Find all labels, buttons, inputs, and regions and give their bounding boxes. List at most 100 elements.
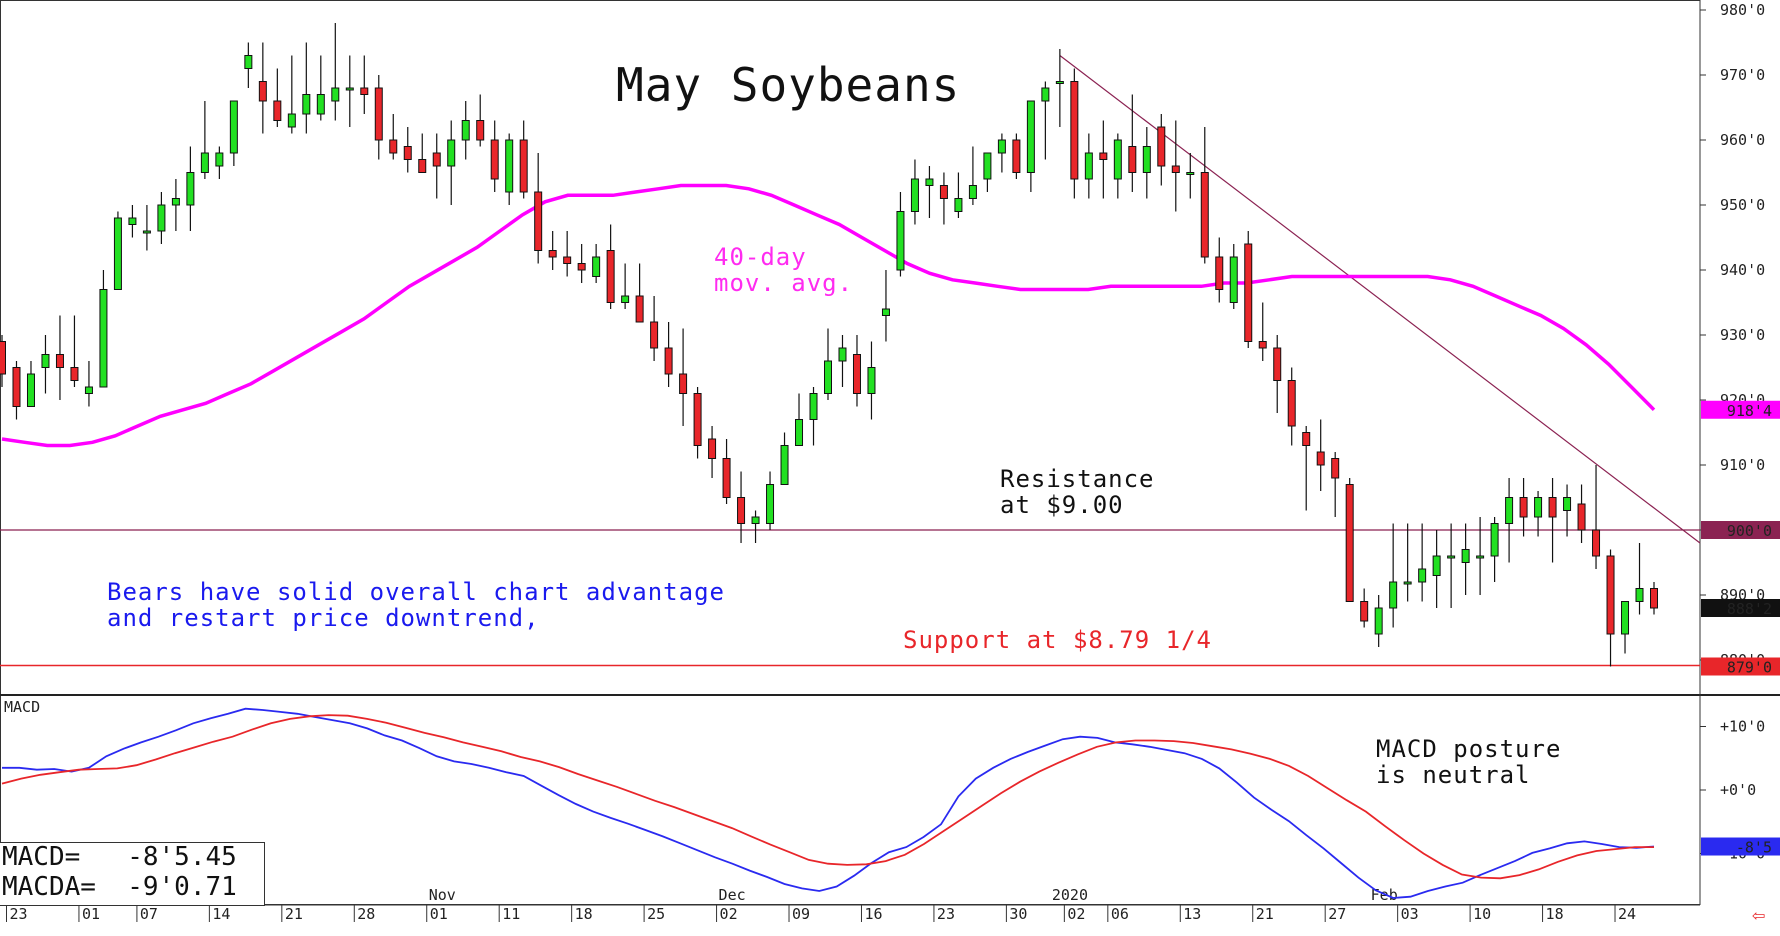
candle-body	[809, 393, 818, 420]
x-axis-label: 13	[1183, 905, 1201, 923]
candle-body	[1476, 555, 1485, 559]
support-marker: 879'0	[1727, 659, 1772, 677]
candle-body	[664, 347, 673, 375]
candle-body	[795, 419, 804, 446]
candle-body	[1128, 146, 1137, 173]
ma-marker: 918'4	[1727, 402, 1772, 420]
candle-body	[1403, 581, 1412, 585]
candle-body	[113, 217, 122, 290]
x-axis-label: 27	[1328, 905, 1346, 923]
candle-body	[1650, 588, 1658, 609]
candle-body	[1113, 139, 1122, 180]
ma-marker-bg	[1701, 400, 1780, 419]
candle-body	[200, 152, 209, 173]
candle-body	[534, 191, 543, 251]
bears-annotation: Bears have solid overall chart advantage…	[107, 578, 725, 632]
candle-body	[1084, 152, 1093, 180]
candle-body	[447, 139, 456, 167]
candle-body	[1258, 341, 1267, 349]
scroll-left-icon[interactable]: ⇦	[1752, 903, 1765, 928]
resistance-annotation: Resistance at $9.00	[1000, 465, 1155, 519]
candle-body	[229, 100, 238, 154]
candle-body	[852, 354, 861, 394]
moving-average-line	[1, 183, 1656, 448]
candle-body	[1157, 126, 1166, 167]
candle-body	[12, 367, 21, 407]
price-axis-label: 950'0	[1720, 196, 1765, 214]
chart-title: May Soybeans	[616, 58, 961, 112]
candle-body	[345, 87, 354, 91]
candle-body	[1592, 529, 1601, 557]
price-axis-label: 980'0	[1720, 1, 1765, 19]
x-axis-label: 11	[502, 905, 520, 923]
candle-body	[157, 204, 166, 232]
x-axis-label: 02	[1067, 905, 1085, 923]
x-axis-label: 30	[1009, 905, 1027, 923]
price-axis-label: 940'0	[1720, 261, 1765, 279]
candle-body	[577, 263, 586, 271]
candle-body	[910, 178, 919, 212]
candle-body	[1505, 497, 1514, 524]
macd-readout-box	[0, 842, 265, 906]
candle-body	[1070, 81, 1079, 180]
candle-body	[0, 341, 6, 375]
x-axis-label: 25	[647, 905, 665, 923]
candle-body	[592, 256, 601, 277]
candle-body	[1418, 568, 1427, 583]
candle-body	[867, 367, 876, 394]
candle-body	[1577, 503, 1586, 531]
candle-body	[722, 458, 731, 498]
candle-body	[1273, 347, 1282, 381]
x-axis-label: 02	[720, 905, 738, 923]
candle-body	[1490, 523, 1499, 557]
candle-body	[606, 250, 615, 303]
support-annotation: Support at $8.79 1/4	[903, 626, 1212, 654]
candle-body	[824, 360, 832, 394]
x-axis-label: 14	[212, 905, 230, 923]
candle-body	[968, 185, 977, 199]
candle-body	[186, 172, 195, 206]
candle-body	[548, 250, 557, 258]
ma-annotation: 40-day mov. avg.	[714, 243, 854, 297]
macd-readout: MACD= -8'5.45	[2, 842, 237, 872]
resistance-marker: 900'0	[1727, 522, 1772, 540]
candle-body	[490, 139, 499, 180]
candle-body	[287, 113, 296, 128]
candle-body	[1171, 165, 1180, 173]
x-axis-label: 16	[864, 905, 882, 923]
price-axis-label: 970'0	[1720, 66, 1765, 84]
candle-body	[142, 230, 151, 234]
candle-body	[1461, 549, 1470, 563]
candle-body	[1200, 172, 1209, 258]
candle-body	[1389, 581, 1398, 609]
x-axis-label: 18	[575, 905, 593, 923]
candle-body	[737, 497, 746, 524]
candle-body	[1519, 497, 1528, 518]
candle-body	[505, 139, 514, 193]
x-axis-label: 28	[357, 905, 375, 923]
x-axis-label: 06	[1111, 905, 1129, 923]
price-axis-label: 960'0	[1720, 131, 1765, 149]
downtrend-line	[1059, 55, 1701, 544]
candle-body	[1026, 100, 1035, 173]
macd-line	[2, 707, 1655, 899]
last-price-marker-bg	[1701, 599, 1780, 617]
candle-body	[939, 185, 948, 199]
candle-body	[26, 373, 35, 407]
candle-body	[751, 516, 760, 524]
candle-body	[519, 139, 528, 193]
candle-body	[171, 198, 180, 206]
macda-readout: MACDA= -9'0.71	[2, 872, 237, 902]
candle-body	[679, 373, 688, 394]
candle-body	[258, 81, 267, 102]
candle-body	[84, 386, 93, 394]
candle-body	[331, 87, 340, 102]
candle-body	[360, 87, 369, 95]
macd-marker-bg	[1701, 837, 1780, 856]
candle-body	[1374, 607, 1383, 635]
candle-body	[432, 152, 441, 167]
candle-body	[476, 120, 485, 141]
candle-body	[838, 347, 847, 362]
